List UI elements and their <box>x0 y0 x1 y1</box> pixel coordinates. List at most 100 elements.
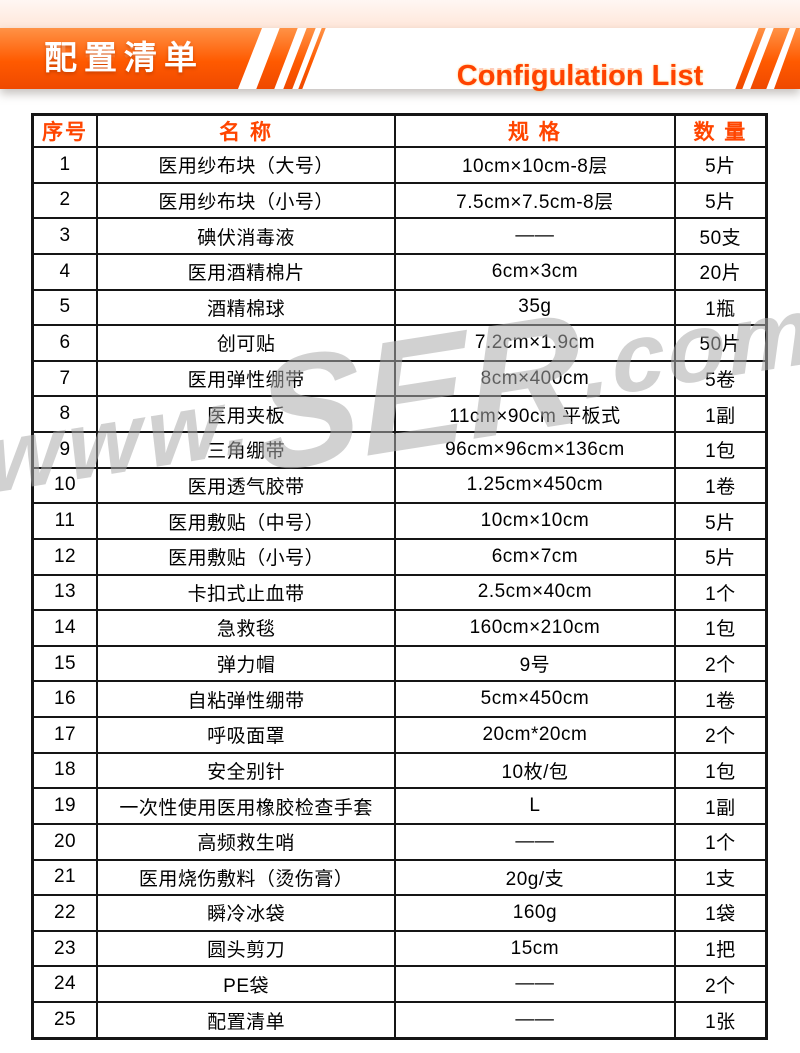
column-header-index: 序号 <box>31 113 99 148</box>
cell-name: 圆头剪刀 <box>96 929 397 968</box>
cell-name: 医用酒精棉片 <box>96 252 397 291</box>
table-row: 8 医用夹板 11cm×90cm 平板式 1副 <box>31 395 768 433</box>
cell-name: 高频救生哨 <box>96 822 397 861</box>
table-row: 3 碘伏消毒液 —— 50支 <box>31 217 768 255</box>
cell-spec: 7.5cm×7.5cm-8层 <box>394 181 676 220</box>
cell-name: 医用纱布块（小号） <box>96 181 397 220</box>
cell-quantity: 1把 <box>673 929 768 968</box>
table-header-row: 序号 名 称 规 格 数 量 <box>31 113 768 148</box>
table-row: 10 医用透气胶带 1.25cm×450cm 1卷 <box>31 466 768 505</box>
cell-index: 25 <box>31 1001 99 1040</box>
cell-name: 配置清单 <box>96 1001 397 1040</box>
cell-index: 9 <box>31 431 99 469</box>
cell-spec: 11cm×90cm 平板式 <box>394 395 676 433</box>
cell-quantity: 1包 <box>673 751 768 790</box>
cell-name: 医用敷贴（中号） <box>96 502 397 540</box>
table-row: 17 呼吸面罩 20cm*20cm 2个 <box>31 716 768 754</box>
cell-quantity: 1袋 <box>673 894 768 932</box>
table-row: 15 弹力帽 9号 2个 <box>31 644 768 683</box>
cell-index: 3 <box>31 217 99 255</box>
cell-quantity: 2个 <box>673 965 768 1003</box>
column-header-spec: 规 格 <box>394 113 676 148</box>
cell-name: 医用夹板 <box>96 395 397 433</box>
cell-index: 15 <box>31 644 99 683</box>
column-header-quantity: 数 量 <box>673 113 768 148</box>
page-title-chinese: 配置清单 <box>44 39 204 76</box>
cell-quantity: 1副 <box>673 787 768 825</box>
table-row: 23 圆头剪刀 15cm 1把 <box>31 929 768 968</box>
cell-name: 医用敷贴（小号） <box>96 537 397 576</box>
cell-spec: 9号 <box>394 644 676 683</box>
cell-index: 6 <box>31 324 99 362</box>
cell-index: 1 <box>31 146 99 184</box>
cell-quantity: 1个 <box>673 822 768 861</box>
cell-index: 14 <box>31 609 99 647</box>
cell-quantity: 2个 <box>673 644 768 683</box>
page-title-english-reflection: Configulation List <box>456 56 704 88</box>
cell-index: 24 <box>31 965 99 1003</box>
cell-spec: —— <box>394 822 676 861</box>
cell-spec: 10cm×10cm-8层 <box>394 146 676 184</box>
cell-name: 医用烧伤敷料（烫伤膏） <box>96 858 397 897</box>
cell-name: PE袋 <box>96 965 397 1003</box>
cell-quantity: 1瓶 <box>673 288 768 327</box>
cell-spec: 20g/支 <box>394 858 676 897</box>
cell-name: 酒精棉球 <box>96 288 397 327</box>
cell-index: 22 <box>31 894 99 932</box>
cell-index: 7 <box>31 359 99 398</box>
cell-name: 急救毯 <box>96 609 397 647</box>
cell-spec: 15cm <box>394 929 676 968</box>
cell-spec: 160cm×210cm <box>394 609 676 647</box>
column-header-name: 名 称 <box>96 113 397 148</box>
configuration-table: 序号 名 称 规 格 数 量 1 医用纱布块（大号） 10cm×10cm-8层 … <box>31 113 768 1040</box>
cell-quantity: 1卷 <box>673 466 768 505</box>
cell-spec: 6cm×7cm <box>394 537 676 576</box>
cell-name: 医用透气胶带 <box>96 466 397 505</box>
cell-name: 安全别针 <box>96 751 397 790</box>
cell-name: 瞬冷冰袋 <box>96 894 397 932</box>
cell-index: 5 <box>31 288 99 327</box>
cell-quantity: 1张 <box>673 1001 768 1040</box>
header-strip: 配置清单 配置清单 Configulation List Configulati… <box>0 28 800 92</box>
table-row: 5 酒精棉球 35g 1瓶 <box>31 288 768 327</box>
table-row: 19 一次性使用医用橡胶检查手套 L 1副 <box>31 787 768 825</box>
cell-spec: 35g <box>394 288 676 327</box>
cell-index: 23 <box>31 929 99 968</box>
cell-index: 18 <box>31 751 99 790</box>
table-row: 24 PE袋 —— 2个 <box>31 965 768 1003</box>
table-row: 18 安全别针 10枚/包 1包 <box>31 751 768 790</box>
cell-index: 10 <box>31 466 99 505</box>
cell-quantity: 5片 <box>673 146 768 184</box>
cell-quantity: 5片 <box>673 537 768 576</box>
title-banner <box>0 28 262 89</box>
table-row: 22 瞬冷冰袋 160g 1袋 <box>31 894 768 932</box>
table-row: 7 医用弹性绷带 8cm×400cm 5卷 <box>31 359 768 398</box>
cell-quantity: 1包 <box>673 431 768 469</box>
cell-name: 碘伏消毒液 <box>96 217 397 255</box>
table-row: 6 创可贴 7.2cm×1.9cm 50片 <box>31 324 768 362</box>
cell-spec: 8cm×400cm <box>394 359 676 398</box>
cell-index: 19 <box>31 787 99 825</box>
cell-quantity: 2个 <box>673 716 768 754</box>
cell-spec: 7.2cm×1.9cm <box>394 324 676 362</box>
cell-quantity: 5卷 <box>673 359 768 398</box>
cell-index: 12 <box>31 537 99 576</box>
cell-name: 呼吸面罩 <box>96 716 397 754</box>
cell-spec: —— <box>394 965 676 1003</box>
cell-index: 16 <box>31 680 99 718</box>
table-row: 9 三角绷带 96cm×96cm×136cm 1包 <box>31 431 768 469</box>
top-glow-gradient <box>0 0 800 28</box>
page-title-english: Configulation List <box>456 60 704 92</box>
table-row: 14 急救毯 160cm×210cm 1包 <box>31 609 768 647</box>
cell-quantity: 20片 <box>673 252 768 291</box>
cell-name: 自粘弹性绷带 <box>96 680 397 718</box>
cell-spec: L <box>394 787 676 825</box>
cell-index: 2 <box>31 181 99 220</box>
cell-quantity: 1支 <box>673 858 768 897</box>
cell-quantity: 50支 <box>673 217 768 255</box>
table-row: 2 医用纱布块（小号） 7.5cm×7.5cm-8层 5片 <box>31 181 768 220</box>
cell-quantity: 1包 <box>673 609 768 647</box>
cell-index: 17 <box>31 716 99 754</box>
table-row: 4 医用酒精棉片 6cm×3cm 20片 <box>31 252 768 291</box>
